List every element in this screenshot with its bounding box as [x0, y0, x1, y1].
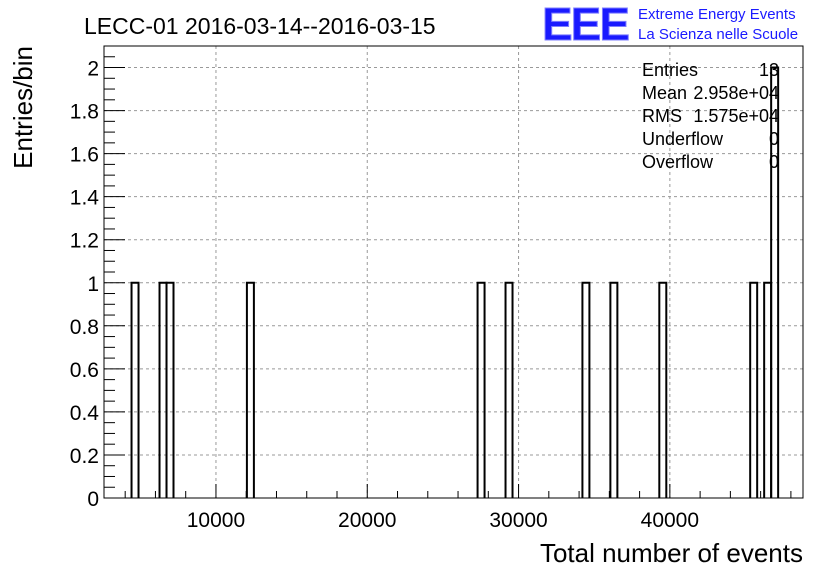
y-tick-label: 1.4	[70, 187, 100, 210]
stats-value: 0	[769, 129, 779, 149]
stats-value: 0	[769, 152, 779, 172]
histogram-bin	[158, 281, 168, 498]
y-tick-label: 0.8	[70, 316, 99, 339]
x-tick-label: 30000	[489, 509, 547, 532]
y-tick-label: 0.2	[70, 445, 99, 468]
y-tick-label: 1	[87, 273, 99, 296]
eee-logo-mark: EEE	[542, 0, 628, 50]
y-tick-label: 0.4	[70, 402, 100, 425]
y-tick-label: 1.2	[70, 230, 99, 253]
y-axis-label: Entries/bin	[8, 46, 38, 169]
histogram-bin	[245, 281, 255, 498]
stats-label: Mean	[642, 83, 687, 103]
y-axis: 0 0.2 0.4 0.6 0.8 1 1.2 1.4 1.6 1.8 2	[70, 45, 125, 511]
stats-label: Underflow	[642, 129, 724, 149]
histogram-bin	[770, 66, 780, 498]
histogram-bin	[581, 281, 591, 498]
y-tick-label: 0.6	[70, 359, 99, 382]
histogram-bin	[130, 281, 140, 498]
histogram-bin	[165, 281, 175, 498]
stats-value: 2.958e+04	[693, 83, 779, 103]
eee-logo: EEE Extreme Energy Events La Scienza nel…	[542, 0, 799, 51]
stats-value: 13	[759, 60, 779, 80]
x-axis: 10000 20000 30000 40000	[124, 484, 792, 532]
stats-label: RMS	[642, 106, 682, 126]
x-tick-label: 20000	[338, 509, 396, 532]
stats-value: 1.575e+04	[693, 106, 779, 126]
histogram-bin	[658, 281, 668, 498]
histogram-bin	[504, 281, 514, 498]
y-tick-label: 1.6	[70, 144, 99, 167]
x-tick-label: 10000	[187, 509, 245, 532]
stats-label: Overflow	[642, 152, 714, 172]
x-tick-label: 40000	[641, 509, 699, 532]
stats-box: Entries 13 Mean 2.958e+04 RMS 1.575e+04 Underf…	[642, 60, 779, 172]
x-axis-label: Total number of events	[540, 538, 803, 568]
histogram-bin	[763, 281, 773, 498]
histogram-bin	[749, 281, 759, 498]
histogram-bars	[130, 66, 780, 498]
histogram-bin	[609, 281, 619, 498]
histogram-bin	[476, 281, 486, 498]
chart-title: LECC-01 2016-03-14--2016-03-15	[84, 13, 436, 39]
grid-lines	[104, 46, 803, 498]
y-tick-label: 0	[87, 488, 99, 511]
y-tick-label: 1.8	[70, 101, 99, 124]
eee-logo-line2: La Scienza nelle Scuole	[638, 26, 798, 43]
stats-label: Entries	[642, 60, 698, 80]
y-tick-label: 2	[87, 58, 99, 81]
eee-logo-line1: Extreme Energy Events	[638, 6, 796, 23]
